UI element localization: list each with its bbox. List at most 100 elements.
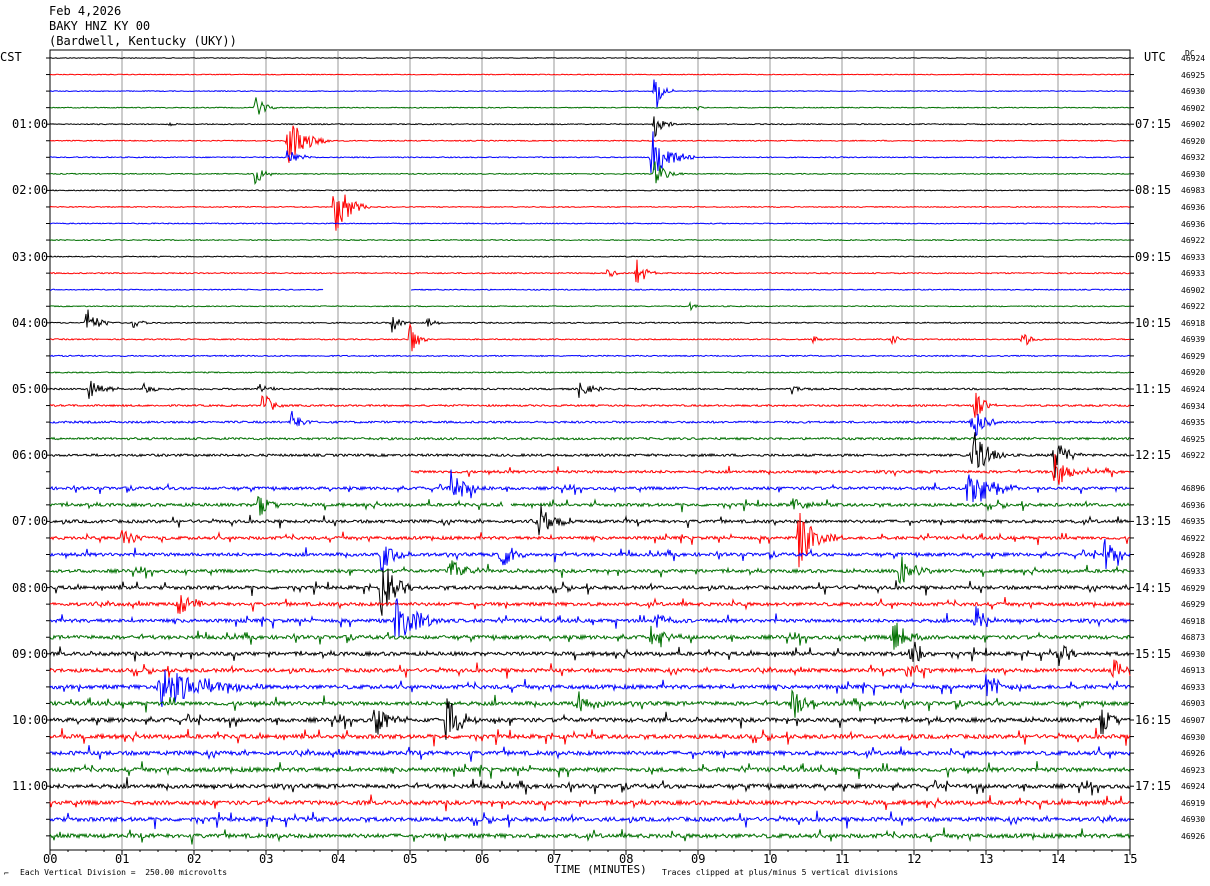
dc-value: 46936 (1181, 500, 1206, 510)
x-tick-label: 06 (475, 852, 490, 866)
right-hour-label: 10:15 (1135, 315, 1172, 330)
right-hour-label: 11:15 (1135, 382, 1172, 396)
footer-corner-mark: ⌐ (4, 869, 9, 878)
dc-value: 46924 (1181, 385, 1206, 394)
trace-line-47 (49, 827, 1131, 845)
dc-value: 46925 (1181, 70, 1206, 80)
dc-value: 46930 (1181, 649, 1206, 659)
trace-line-29 (49, 512, 1131, 568)
station-location: (Bardwell, Kentucky (UKY)) (49, 34, 237, 48)
plot-frame (49, 49, 1131, 851)
trace-line-35 (49, 622, 1131, 650)
trace-line-2 (49, 79, 1131, 108)
trace-line-15 (49, 301, 1131, 312)
left-hour-label: 06:00 (12, 448, 49, 463)
trace-line-39 (49, 688, 1131, 718)
trace-line-28 (49, 505, 1131, 536)
dc-value: 46919 (1181, 798, 1206, 808)
x-tick-label: 04 (331, 852, 346, 866)
dc-value: 46902 (1181, 285, 1206, 295)
dc-value: 46935 (1181, 517, 1206, 527)
x-axis-title: TIME (MINUTES) (554, 863, 647, 876)
trace-line-41 (49, 727, 1131, 747)
left-timezone-label: CST (0, 50, 22, 64)
trace-line-24 (49, 432, 1131, 478)
dc-value: 46929 (1181, 583, 1206, 593)
trace-line-38 (49, 669, 1131, 707)
dc-value: 46902 (1181, 103, 1206, 113)
x-tick-label: 10 (763, 852, 778, 866)
trace-line-11 (49, 238, 1131, 242)
trace-line-17 (49, 322, 1130, 352)
dc-value: 46929 (1181, 351, 1206, 361)
left-hour-label: 04:00 (12, 315, 49, 330)
right-hour-label: 08:15 (1135, 183, 1172, 198)
trace-line-7 (49, 161, 1130, 185)
right-hour-label: 07:15 (1135, 117, 1172, 132)
trace-line-13 (49, 259, 1131, 283)
right-hour-label: 12:15 (1135, 448, 1172, 463)
trace-line-19 (49, 371, 1131, 374)
left-hour-label: 03:00 (12, 249, 49, 264)
dc-value: 46983 (1181, 186, 1206, 196)
trace-line-0 (49, 56, 1131, 60)
trace-line-32 (49, 568, 1131, 616)
right-hour-label: 14:15 (1135, 580, 1172, 595)
dc-value: 46926 (1181, 749, 1206, 759)
left-hour-label: 10:00 (12, 713, 49, 727)
dc-value: 46930 (1181, 732, 1206, 742)
x-tick-label: 15 (1123, 852, 1138, 866)
trace-line-46 (49, 810, 1131, 830)
dc-value: 46939 (1181, 335, 1206, 345)
trace-line-22 (49, 410, 1131, 437)
dc-value: 46922 (1181, 451, 1206, 461)
dc-value: 46933 (1181, 567, 1206, 577)
dc-value: 46922 (1181, 302, 1206, 312)
right-hour-label: 15:15 (1135, 646, 1172, 661)
trace-line-36 (49, 641, 1131, 667)
dc-value: 46873 (1181, 633, 1206, 643)
right-hour-label: 13:15 (1135, 514, 1172, 529)
left-hour-label: 02:00 (12, 183, 49, 198)
dc-value: 46928 (1181, 550, 1206, 560)
trace-line-12 (49, 255, 1131, 258)
x-tick-label: 00 (43, 852, 58, 866)
x-tick-label: 01 (115, 852, 130, 866)
dc-value: 46922 (1181, 236, 1206, 246)
dc-value: 46932 (1181, 153, 1206, 163)
left-hour-label: 09:00 (12, 646, 49, 661)
dc-value: 46896 (1181, 484, 1206, 494)
trace-line-10 (50, 222, 1131, 225)
dc-value: 46934 (1181, 401, 1206, 411)
dc-value: 46918 (1181, 616, 1206, 626)
dc-value: 46933 (1181, 252, 1206, 262)
trace-line-40 (49, 698, 1131, 740)
x-tick-label: 08 (619, 852, 634, 866)
dc-value: 46925 (1181, 434, 1206, 444)
right-hour-label: 09:15 (1135, 249, 1172, 264)
dc-value: 46929 (1181, 600, 1206, 610)
trace-line-45 (49, 794, 1131, 812)
trace-line-26 (49, 469, 1131, 503)
dc-value: 46922 (1181, 533, 1206, 543)
dc-header-label: DC (1185, 49, 1195, 58)
x-tick-label: 07 (547, 852, 562, 866)
trace-line-6 (49, 131, 1130, 173)
footer-scale-text: Each Vertical Division = 250.00 microvol… (20, 868, 228, 877)
plot-date: Feb 4,2026 (49, 4, 122, 18)
dc-value: 46924 (1181, 54, 1206, 63)
x-tick-label: 12 (907, 852, 922, 866)
dc-value: 46930 (1181, 815, 1206, 825)
trace-line-37 (49, 659, 1131, 679)
left-hour-label: 11:00 (12, 779, 49, 794)
dc-value: 46930 (1181, 169, 1206, 179)
trace-line-30 (49, 538, 1131, 573)
dc-value: 46933 (1181, 269, 1206, 279)
trace-line-44 (49, 777, 1131, 796)
trace-line-23 (49, 436, 1131, 441)
trace-line-20 (49, 380, 1131, 399)
trace-line-25 (410, 454, 1131, 485)
left-hour-label: 01:00 (12, 117, 49, 132)
station-code: BAKY HNZ KY 00 (49, 19, 151, 33)
